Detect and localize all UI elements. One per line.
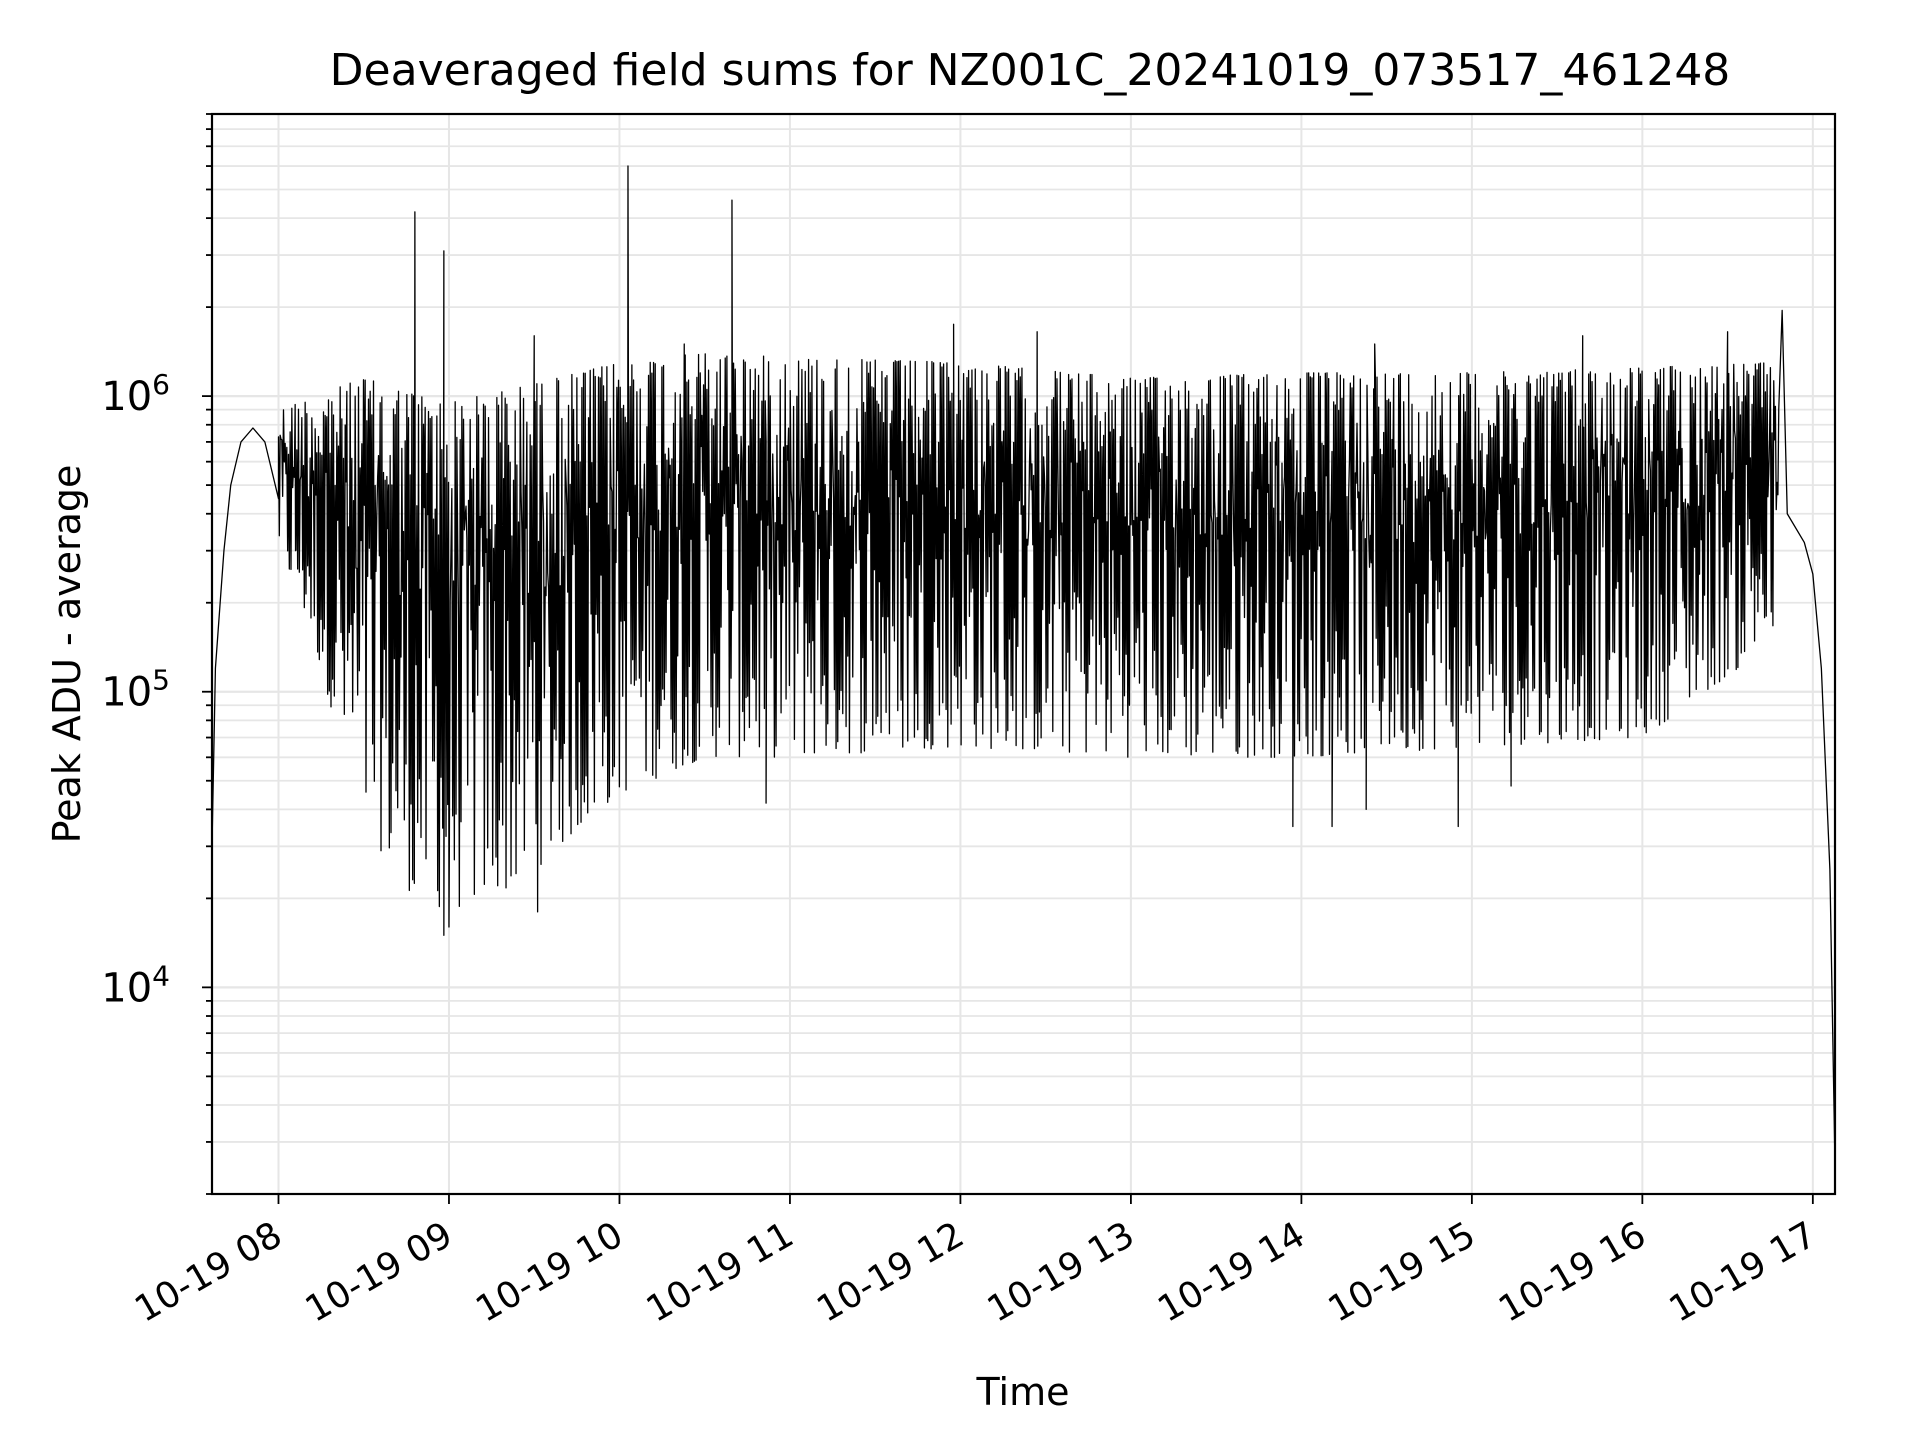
y-tick-base: 10 xyxy=(101,374,152,420)
y-tick-base: 10 xyxy=(101,670,152,716)
y-tick-exponent: 6 xyxy=(152,368,170,401)
y-tick-exponent: 4 xyxy=(152,959,170,992)
chart-title: Deaveraged field sums for NZ001C_2024101… xyxy=(330,45,1731,96)
series-line xyxy=(211,165,1836,1166)
series-layer xyxy=(211,165,1836,1166)
y-tick-label: 106 xyxy=(101,368,170,420)
y-tick-exponent: 5 xyxy=(152,664,170,697)
y-tick-label: 105 xyxy=(101,664,170,716)
y-axis-label: Peak ADU - average xyxy=(45,465,89,844)
plot-frame xyxy=(210,112,1837,1196)
y-tick-label: 104 xyxy=(101,959,170,1011)
x-axis-label: Time xyxy=(976,1370,1070,1414)
y-tick-base: 10 xyxy=(101,965,152,1011)
